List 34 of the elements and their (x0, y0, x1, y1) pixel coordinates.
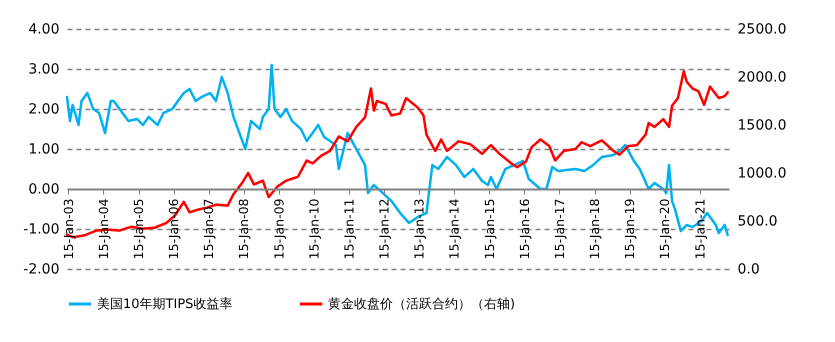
legend-label: 美国10年期TIPS收益率 (97, 296, 232, 312)
y-tick-label: 0.00 (28, 182, 60, 198)
y-tick-label: -1.00 (23, 222, 60, 238)
x-tick-label: 15-Jan-13 (412, 198, 427, 260)
x-tick-label: 15-Jan-03 (60, 198, 76, 260)
x-tick-label: 15-Jan-06 (166, 198, 182, 260)
x-tick-label: 15-Jan-10 (306, 198, 322, 260)
x-tick-label: 15-Jan-07 (201, 198, 216, 260)
x-tick-label: 15-Jan-20 (657, 198, 672, 260)
x-tick-label: 15-Jan-15 (482, 198, 497, 260)
x-tick-label: 15-Jan-21 (692, 198, 708, 260)
y2-tick-label: 500.0 (738, 214, 778, 230)
y-tick-label: 1.00 (28, 142, 60, 158)
x-tick-label: 15-Jan-08 (236, 198, 252, 260)
x-tick-label: 15-Jan-18 (587, 198, 602, 260)
x-tick-label: 15-Jan-09 (271, 198, 286, 260)
x-tick-label: 15-Jan-11 (341, 198, 356, 260)
y-tick-label: -2.00 (23, 262, 60, 278)
x-tick-label: 15-Jan-17 (552, 198, 567, 260)
x-tick-label: 15-Jan-04 (96, 198, 111, 260)
legend-label: 黄金收盘价（活跃合约）（右轴) (328, 297, 516, 312)
y2-tick-label: 2500.0 (738, 22, 786, 38)
y2-tick-label: 1000.0 (738, 166, 786, 182)
x-tick-label: 15-Jan-05 (131, 198, 146, 260)
x-tick-label: 15-Jan-14 (446, 198, 462, 260)
y2-tick-label: 1500.0 (738, 118, 786, 134)
x-tick-label: 15-Jan-16 (516, 198, 532, 260)
y-tick-label: 3.00 (28, 62, 60, 78)
y2-tick-label: 0.0 (738, 262, 760, 278)
y-tick-label: 2.00 (28, 102, 60, 118)
x-tick-label: 15-Jan-19 (622, 198, 638, 260)
x-tick-label: 15-Jan-12 (376, 198, 392, 260)
y-tick-label: 4.00 (28, 22, 60, 38)
y2-tick-label: 2000.0 (738, 70, 786, 86)
